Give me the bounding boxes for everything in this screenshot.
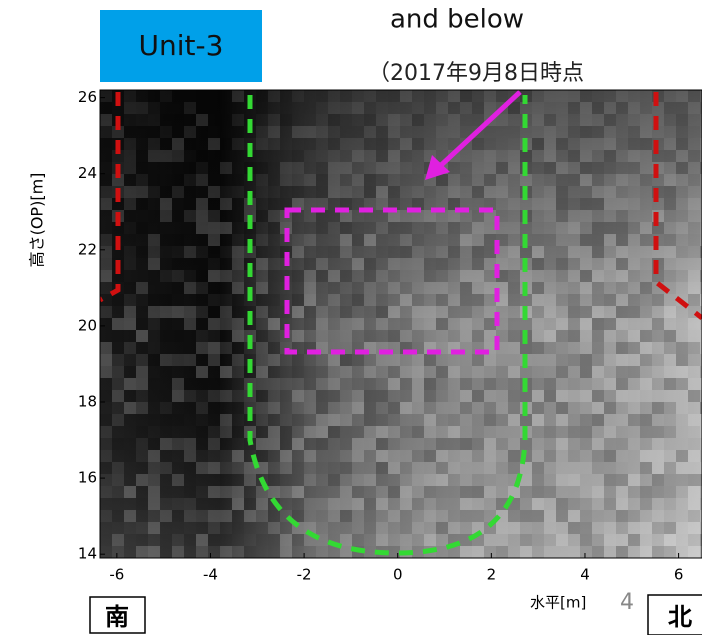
y-label: 高さ(OP)[m] (28, 173, 47, 268)
x-tick-label: -6 (109, 566, 124, 584)
y-tick-label: 22 (78, 240, 97, 258)
x-label: 水平[m] (530, 594, 586, 612)
north-label: 北 (668, 603, 692, 631)
y-tick-label: 18 (78, 393, 97, 411)
south-label: 南 (105, 603, 129, 631)
x-tick-label: -2 (297, 566, 312, 584)
y-tick-label: 14 (78, 545, 97, 563)
y-tick-label: 26 (78, 88, 97, 106)
badge-text: Unit-3 (139, 29, 224, 62)
x-tick-label: 2 (487, 566, 497, 584)
figure: Unit-3 and below （2017年9月8日時点 -6-4-20246… (0, 0, 702, 635)
page: {"header": {"badge": "Unit-3", "line1": … (0, 0, 702, 635)
x-tick-label: 0 (393, 566, 403, 584)
plot (100, 90, 702, 558)
x-tick-label: 6 (674, 566, 684, 584)
y-tick-label: 24 (78, 164, 97, 182)
page-number: 4 (620, 590, 634, 615)
y-tick-label: 16 (78, 469, 97, 487)
y-tick-label: 20 (78, 316, 97, 334)
date-note: （2017年9月8日時点 (368, 61, 584, 86)
title-line: and below (390, 5, 524, 35)
x-tick-label: 4 (580, 566, 590, 584)
x-tick-label: -4 (203, 566, 218, 584)
shade (100, 90, 702, 558)
